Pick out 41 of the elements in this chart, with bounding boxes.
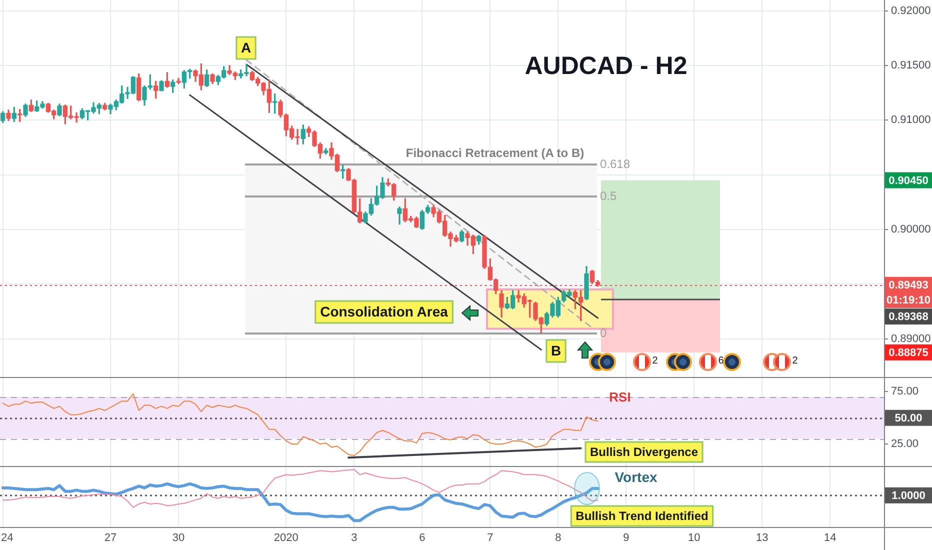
- x-tick-label: 3: [351, 532, 358, 544]
- x-tick-label: 2020: [274, 532, 298, 544]
- text: 1.0000: [892, 490, 926, 502]
- annotation: 0.618: [600, 156, 630, 171]
- ref-line-label: 50.00: [894, 412, 922, 424]
- y-tick-label: 0.89000: [891, 332, 931, 345]
- text: AUDCAD - H2: [524, 52, 688, 80]
- x-tick-label: 7: [487, 532, 494, 544]
- text: 0.89368: [888, 311, 928, 324]
- x-tick-label: 10: [688, 532, 700, 544]
- x-tick-label: 13: [756, 532, 768, 544]
- x-tick-label: 9: [623, 532, 630, 544]
- text: RSI: [609, 390, 631, 405]
- x-tick-label: 27: [104, 532, 117, 544]
- annotation: B: [550, 342, 562, 358]
- x-tick-label: 6: [419, 532, 426, 544]
- annotation: Fibonacci Retracement (A to B): [406, 146, 584, 160]
- annotation: Bullish Divergence: [590, 444, 698, 459]
- y-tick-label: 0.92000: [891, 4, 931, 17]
- annotation: 0.5: [600, 188, 618, 203]
- x-tick-label: 24: [0, 532, 14, 544]
- text: 0.90450: [888, 174, 928, 187]
- annotation: 2: [792, 355, 798, 366]
- annotation: Consolidation Area: [320, 303, 448, 320]
- y-tick-label: 0.91500: [891, 60, 931, 72]
- y-tick-label: 75.00: [891, 386, 919, 398]
- text: 0.88875: [888, 346, 928, 359]
- x-tick-label: 30: [172, 532, 185, 544]
- x-tick-label: 8: [555, 532, 562, 544]
- y-tick-label: 25.00: [891, 438, 919, 450]
- y-tick-label: 0.91000: [891, 114, 931, 126]
- chart-title: Vortex: [614, 468, 658, 485]
- annotation: Bullish Trend Identified: [576, 508, 708, 523]
- text: 01:19:10: [886, 294, 931, 307]
- annotation: 6: [718, 355, 724, 366]
- annotation: 0: [600, 326, 607, 340]
- y-tick-label: 0.90000: [891, 224, 931, 236]
- annotation: 2: [652, 355, 658, 366]
- ref-line-label: 0.89493: [888, 279, 928, 292]
- annotation: A: [240, 39, 252, 56]
- x-tick-label: 14: [824, 532, 836, 544]
